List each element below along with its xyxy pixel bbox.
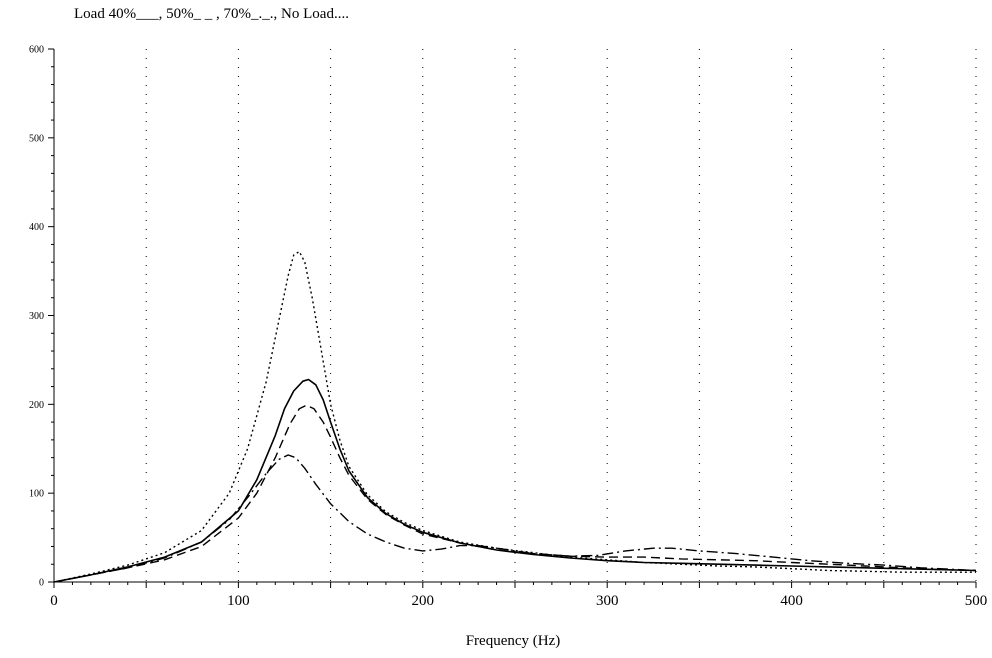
grid-lines bbox=[145, 49, 977, 582]
x-tick-label: 500 bbox=[965, 593, 988, 609]
x-tick-label: 100 bbox=[227, 593, 250, 609]
x-tick-label: 300 bbox=[596, 593, 619, 609]
y-tick-label: 100 bbox=[29, 489, 44, 500]
y-tick-label: 600 bbox=[29, 45, 44, 56]
x-tick-label: 400 bbox=[780, 593, 803, 609]
chart-title: Load 40%___, 50%_ _ , 70%_._., No Load..… bbox=[74, 6, 349, 22]
x-tick-label: 0 bbox=[50, 593, 58, 609]
y-tick-label: 0 bbox=[39, 578, 44, 589]
y-ticks: 0 100 200 300 400 500 600 bbox=[29, 45, 54, 589]
y-tick-label: 500 bbox=[29, 133, 44, 144]
series-line-1 bbox=[53, 378, 977, 583]
x-ticks: 0 100 200 300 400 500 bbox=[50, 582, 987, 609]
y-tick-label: 200 bbox=[29, 400, 44, 411]
y-tick-label: 400 bbox=[29, 222, 44, 233]
x-tick-label: 200 bbox=[412, 593, 435, 609]
y-tick-label: 300 bbox=[29, 311, 44, 322]
series-line-2 bbox=[53, 404, 977, 583]
axes bbox=[53, 49, 976, 583]
x-axis-label: Frequency (Hz) bbox=[466, 633, 561, 649]
series-lines bbox=[53, 250, 977, 583]
